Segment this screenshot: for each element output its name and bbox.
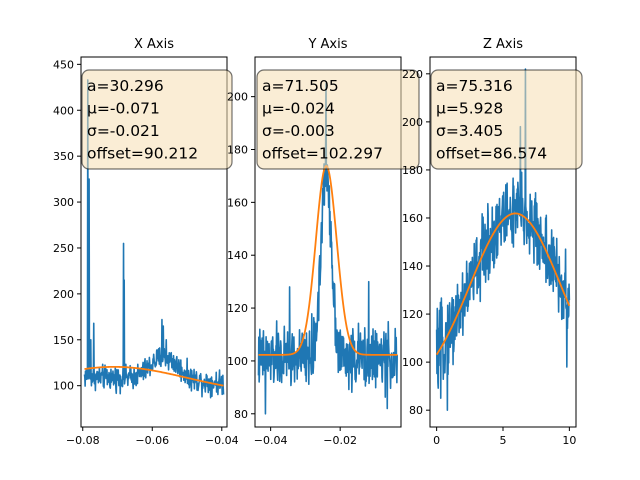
subplot-1: X Axis −0.08 −0.06 −0.04 100 150 200 250 300 350 4… <box>53 37 239 447</box>
y-tick-label: 200 <box>53 288 74 301</box>
y-tick-label: 120 <box>227 302 248 315</box>
y-tick-label: 120 <box>402 308 423 321</box>
fit-param-text: offset=86.574 <box>436 145 547 163</box>
y-tick-label: 100 <box>227 355 248 368</box>
data-line <box>257 82 399 415</box>
y-tick-label: 80 <box>234 408 248 421</box>
y-tick-label: 140 <box>227 249 248 262</box>
fit-param-text: μ=-0.024 <box>262 100 335 118</box>
y-tick-label: 200 <box>402 116 423 129</box>
y-tick-label: 160 <box>227 196 248 209</box>
fit-param-text: a=30.296 <box>87 77 164 95</box>
y-tick-label: 150 <box>53 334 74 347</box>
y-tick-label: 80 <box>409 404 423 417</box>
y-tick-label: 140 <box>402 260 423 273</box>
fit-param-text: μ=-0.071 <box>87 100 160 118</box>
fit-param-text: σ=-0.003 <box>262 122 335 140</box>
fit-param-text: a=71.505 <box>262 77 339 95</box>
subplot-title: Z Axis <box>483 37 523 52</box>
x-tick-label: −0.04 <box>254 434 288 447</box>
subplot-title: X Axis <box>134 37 174 52</box>
subplot-3: Z Axis 0 5 10 80 100 120 140 160 180 200 220 a=75.31… <box>402 37 583 447</box>
x-tick-label: −0.02 <box>323 434 357 447</box>
axes-frame <box>80 56 228 428</box>
y-tick-label: 160 <box>402 212 423 225</box>
fit-params-box <box>256 69 420 170</box>
y-tick-label: 180 <box>227 144 248 157</box>
y-tick-label: 100 <box>402 356 423 369</box>
fit-line <box>435 212 571 356</box>
fit-param-text: offset=102.297 <box>262 145 383 163</box>
y-tick-label: 180 <box>402 164 423 177</box>
y-tick-label: 200 <box>227 91 248 104</box>
y-tick-label: 100 <box>53 380 74 393</box>
data-line <box>83 79 225 399</box>
fit-param-text: μ=5.928 <box>436 100 503 118</box>
y-tick-label: 350 <box>53 150 74 163</box>
fit-params-box <box>430 69 583 170</box>
fit-params-box <box>81 69 233 170</box>
fit-param-text: σ=3.405 <box>436 122 503 140</box>
y-tick-label: 400 <box>53 104 74 117</box>
fit-param-text: a=75.316 <box>436 77 513 95</box>
x-tick-label: 10 <box>562 434 576 447</box>
x-tick-label: −0.08 <box>66 434 100 447</box>
fit-line <box>84 365 224 387</box>
data-line <box>435 68 571 411</box>
y-tick-label: 250 <box>53 242 74 255</box>
y-tick-label: 220 <box>402 68 423 81</box>
fit-param-text: σ=-0.021 <box>87 122 160 140</box>
x-tick-label: 5 <box>500 434 507 447</box>
y-tick-label: 300 <box>53 196 74 209</box>
fit-param-text: offset=90.212 <box>87 145 198 163</box>
subplot-title: Y Axis <box>307 37 347 52</box>
x-tick-label: −0.04 <box>205 434 239 447</box>
subplot-2: Y Axis −0.04 −0.02 80 100 120 140 160 180 200 a=71… <box>227 37 420 447</box>
x-tick-label: −0.06 <box>135 434 169 447</box>
y-tick-label: 450 <box>53 58 74 71</box>
x-tick-label: 0 <box>433 434 440 447</box>
axes-frame <box>254 56 402 428</box>
